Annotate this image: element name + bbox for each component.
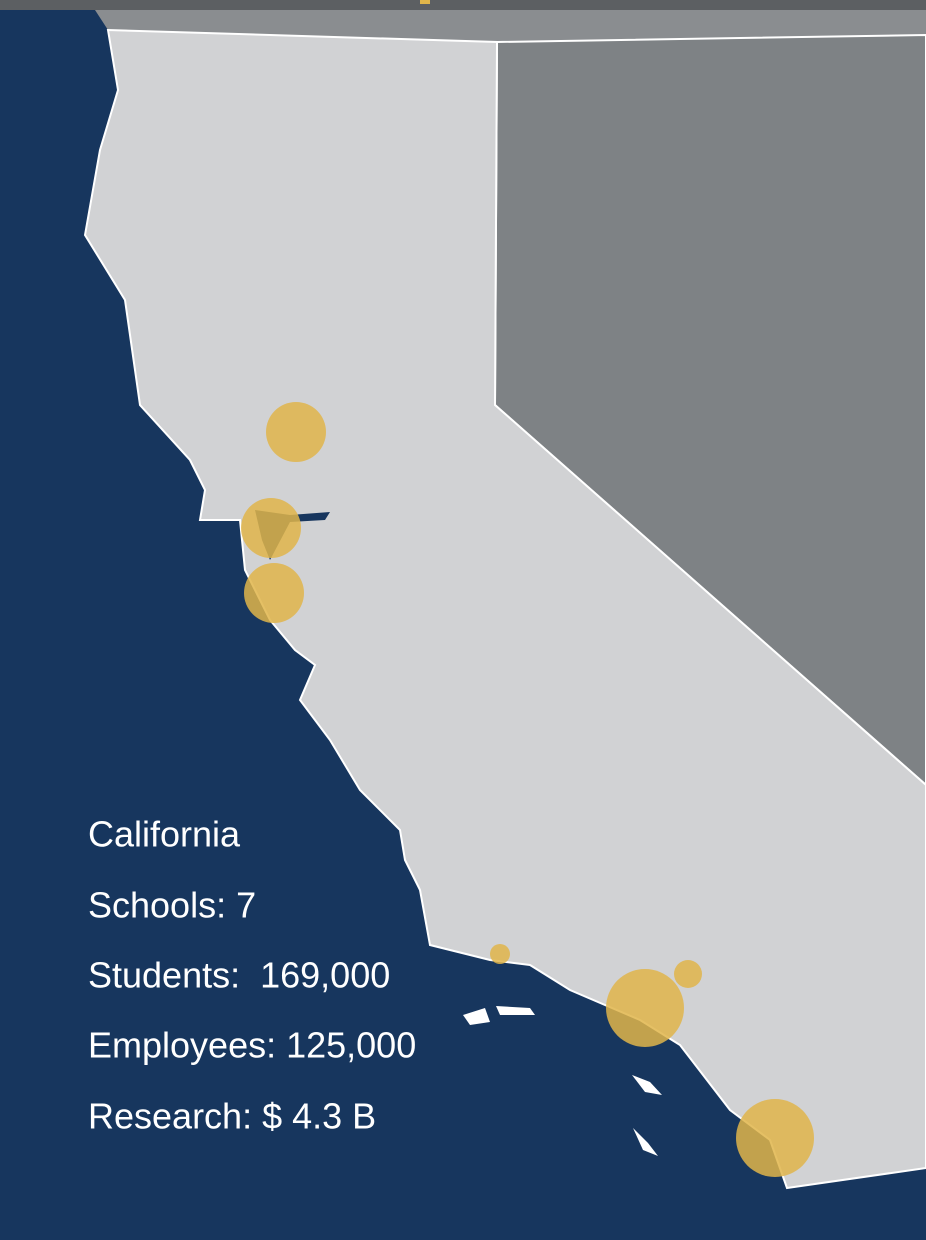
top-bar bbox=[0, 0, 926, 10]
island bbox=[633, 1128, 658, 1156]
campus-marker bbox=[244, 563, 304, 623]
campus-marker bbox=[606, 969, 684, 1047]
campus-markers bbox=[241, 402, 814, 1177]
campus-marker bbox=[266, 402, 326, 462]
stat-line: Schools: 7 bbox=[88, 885, 256, 926]
campus-marker bbox=[736, 1099, 814, 1177]
region-name: California bbox=[88, 814, 241, 855]
campus-marker bbox=[490, 944, 510, 964]
stat-line: Students: 169,000 bbox=[88, 955, 390, 996]
stat-line: Research: $ 4.3 B bbox=[88, 1096, 376, 1137]
island bbox=[632, 1075, 662, 1095]
island bbox=[496, 1006, 535, 1015]
top-marker bbox=[420, 0, 430, 4]
campus-marker bbox=[241, 498, 301, 558]
stat-line: Employees: 125,000 bbox=[88, 1025, 416, 1066]
northern-state bbox=[95, 10, 926, 42]
island bbox=[463, 1008, 490, 1025]
campus-marker bbox=[674, 960, 702, 988]
